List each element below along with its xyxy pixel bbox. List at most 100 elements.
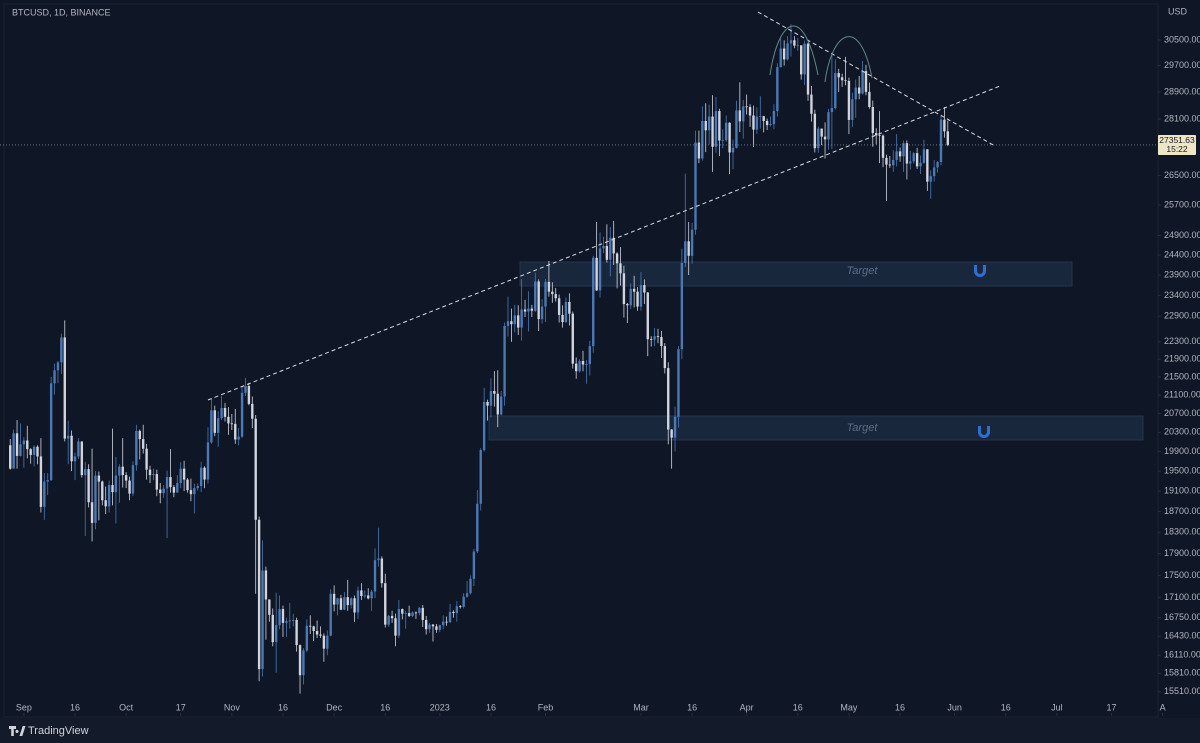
- candle-body: [469, 578, 472, 594]
- candle-body: [895, 151, 898, 160]
- x-tick-label: 17: [176, 702, 186, 712]
- y-tick-label: 16430.00: [1164, 631, 1200, 641]
- candle-body: [765, 120, 769, 126]
- candle-body: [742, 106, 745, 122]
- candle-body: [148, 469, 152, 476]
- candle-body: [442, 621, 445, 626]
- candle-body: [107, 485, 111, 507]
- y-tick-label: 21500.00: [1164, 371, 1200, 381]
- candle-body: [721, 140, 724, 141]
- candle-body: [943, 119, 946, 132]
- candle-body: [489, 391, 493, 406]
- candle-body: [922, 149, 926, 163]
- candle-body: [919, 162, 922, 167]
- x-tick-label: Apr: [740, 702, 754, 712]
- candle-body: [779, 48, 782, 68]
- x-tick-label: Mar: [633, 702, 649, 712]
- candle-body: [165, 477, 169, 489]
- candle-body: [179, 468, 182, 484]
- bottom-bar: [0, 718, 1200, 743]
- candle-body: [868, 91, 871, 108]
- candle-body: [527, 308, 530, 312]
- candle-body: [445, 621, 448, 623]
- candle-body: [857, 87, 861, 94]
- candle-body: [510, 321, 513, 325]
- candle-body: [738, 110, 742, 122]
- x-tick-label: Sep: [16, 702, 32, 712]
- candle-body: [772, 111, 776, 125]
- candle-body: [517, 315, 520, 328]
- countdown-label: 15:22: [1166, 144, 1188, 154]
- candle-body: [251, 403, 254, 419]
- x-tick-label: 16: [70, 702, 80, 712]
- candle-body: [656, 336, 660, 338]
- brand-name: TradingView: [28, 725, 89, 737]
- candle-body: [176, 483, 179, 493]
- candle-body: [216, 418, 220, 433]
- x-tick-label: 16: [278, 702, 288, 712]
- candle-body: [609, 237, 612, 260]
- candle-body: [397, 609, 401, 636]
- candle-body: [159, 489, 162, 494]
- candle-body: [588, 346, 592, 365]
- candle-body: [302, 650, 305, 676]
- candle-body: [332, 593, 336, 605]
- candle-body: [898, 151, 902, 157]
- candle-body: [660, 337, 663, 347]
- candle-body: [823, 136, 827, 140]
- candle-body: [520, 309, 523, 328]
- candle-body: [735, 110, 738, 148]
- candle-body: [356, 590, 360, 613]
- candle-body: [230, 423, 234, 425]
- candle-body: [854, 87, 857, 100]
- candle-body: [418, 607, 421, 614]
- candle-body: [878, 135, 881, 136]
- candle-body: [813, 113, 817, 149]
- candle-body: [141, 439, 145, 449]
- candle-body: [390, 615, 394, 619]
- candle-body: [203, 467, 206, 480]
- candle-body: [626, 304, 629, 306]
- plot-frame: [3, 3, 1159, 718]
- candle-body: [77, 441, 80, 457]
- candle-body: [670, 429, 673, 438]
- candle-body: [847, 80, 851, 120]
- candle-body: [680, 262, 684, 350]
- candle-body: [663, 346, 667, 369]
- candle-body: [697, 142, 701, 159]
- candle-body: [782, 48, 786, 60]
- y-tick-label: 15810.00: [1164, 668, 1200, 678]
- magnet-icon: [978, 426, 990, 438]
- candle-body: [462, 596, 465, 607]
- candle-body: [479, 450, 482, 504]
- target-label: Target: [847, 422, 879, 434]
- head-arc: [769, 25, 819, 76]
- candle-body: [769, 124, 772, 126]
- candle-body: [796, 45, 799, 47]
- candle-body: [551, 291, 554, 295]
- candle-body: [36, 446, 39, 457]
- candle-body: [401, 609, 404, 614]
- x-tick-label: 16: [793, 702, 803, 712]
- candle-body: [786, 43, 789, 60]
- candle-body: [629, 288, 632, 306]
- candle-body: [46, 480, 49, 482]
- candle-body: [605, 245, 609, 260]
- x-tick-label: 16: [380, 702, 390, 712]
- candle-body: [574, 363, 578, 372]
- candle-body: [264, 570, 268, 600]
- candle-body: [223, 407, 227, 417]
- candle-body: [905, 143, 909, 164]
- candle-body: [561, 314, 564, 323]
- y-tick-label: 23900.00: [1164, 269, 1200, 279]
- candle-body: [73, 456, 77, 462]
- candle-body: [254, 418, 257, 520]
- candle-body: [278, 609, 281, 626]
- candle-body: [84, 469, 87, 476]
- y-tick-label: 20300.00: [1164, 427, 1200, 437]
- candle-body: [482, 401, 486, 451]
- candle-body: [632, 288, 636, 292]
- y-tick-label: 26500.00: [1164, 170, 1200, 180]
- candle-body: [196, 486, 199, 489]
- candle-body: [169, 477, 172, 488]
